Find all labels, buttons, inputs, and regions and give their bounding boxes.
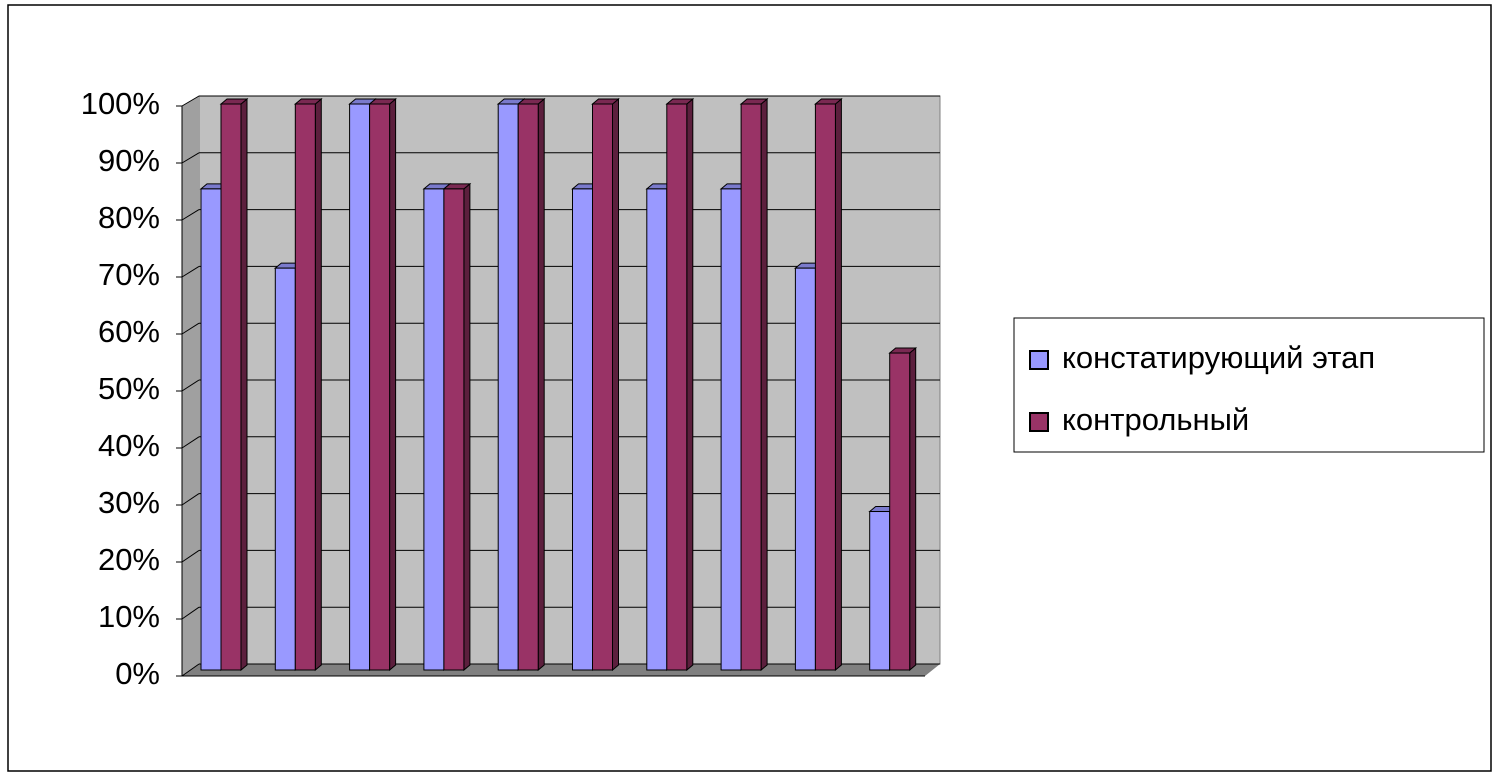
bar — [572, 188, 593, 671]
legend-label: констатирующий этап — [1062, 340, 1375, 375]
y-tick-label: 0% — [115, 656, 160, 691]
bar — [517, 103, 539, 671]
grid-line — [181, 493, 200, 506]
bar-side — [909, 346, 917, 672]
grid-line — [181, 549, 200, 563]
grid-line — [181, 152, 200, 164]
grid-line — [181, 265, 200, 278]
bar — [889, 352, 911, 671]
bar-group — [442, 182, 472, 672]
bar-group — [739, 97, 769, 672]
grid-line — [181, 606, 200, 620]
legend-label: контрольный — [1062, 402, 1249, 437]
y-tick-label: 90% — [98, 143, 160, 178]
bar-group — [368, 97, 397, 672]
bar — [423, 188, 445, 671]
bar-side — [537, 97, 545, 672]
bar — [497, 103, 519, 671]
grid-line — [181, 95, 200, 107]
y-tick-label: 20% — [98, 542, 160, 577]
bar — [274, 267, 296, 671]
bar — [869, 511, 891, 671]
bar — [369, 103, 391, 671]
bar-side — [314, 97, 322, 672]
y-tick-label: 60% — [98, 314, 160, 349]
bar — [794, 267, 816, 671]
bar — [443, 188, 465, 671]
bar-group — [888, 346, 918, 672]
bar — [814, 103, 836, 671]
y-tick-label: 100% — [81, 86, 160, 121]
bar-side — [760, 97, 768, 672]
y-tick-label: 40% — [98, 428, 160, 463]
bar — [720, 188, 742, 671]
bar-group — [516, 97, 546, 672]
bar-group — [814, 97, 843, 672]
grid-line — [181, 663, 200, 677]
bar-group — [591, 97, 620, 672]
y-tick-label: 30% — [98, 485, 160, 520]
bar-side — [463, 182, 471, 672]
grid-line — [181, 436, 200, 449]
grid-line — [181, 379, 200, 392]
bar-side — [612, 97, 619, 672]
bar-group — [293, 97, 323, 672]
legend-swatch — [1029, 412, 1049, 432]
y-tick-label: 50% — [98, 371, 160, 406]
grid-line — [181, 209, 200, 221]
bar-group — [665, 97, 695, 672]
bar — [592, 103, 613, 671]
legend-swatch — [1029, 350, 1049, 370]
grid-line — [181, 322, 200, 335]
bar — [349, 103, 371, 671]
bar-side — [834, 97, 842, 672]
y-tick-label: 70% — [98, 257, 160, 292]
bar — [294, 103, 316, 671]
legend-box — [1013, 317, 1485, 453]
bar-side — [240, 97, 248, 672]
bar-side — [389, 97, 397, 672]
bar — [666, 103, 688, 671]
bar — [646, 188, 668, 671]
bar — [220, 103, 242, 671]
bar-side — [686, 97, 694, 672]
bar-group — [219, 97, 249, 672]
bar — [200, 188, 222, 671]
y-tick-label: 10% — [98, 599, 160, 634]
y-tick-label: 80% — [98, 200, 160, 235]
bar — [740, 103, 762, 671]
